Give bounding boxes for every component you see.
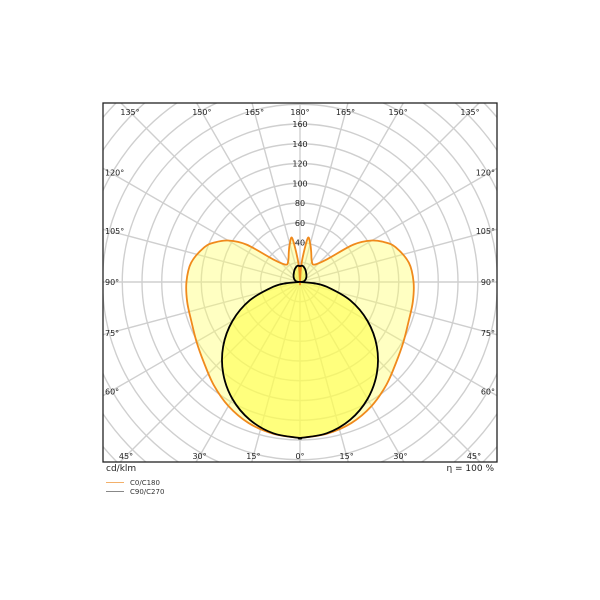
right-angle-label: 120°	[476, 168, 495, 177]
top-angle-label: 165°	[336, 108, 355, 117]
legend-label-c90: C90/C270	[130, 487, 165, 496]
grid-spoke	[103, 167, 301, 283]
grid-spoke	[299, 281, 497, 336]
radial-tick-label: 100	[292, 179, 307, 188]
left-angle-label: 60°	[105, 388, 119, 397]
radial-tick-label: 160	[292, 120, 307, 129]
grid-spoke	[299, 103, 405, 283]
bottom-angle-label: 15°	[340, 452, 354, 461]
radial-tick-label: 140	[292, 140, 307, 149]
radial-tick-label: 60	[295, 219, 305, 228]
bottom-angle-label: 45°	[467, 452, 481, 461]
top-angle-label: 135°	[120, 108, 139, 117]
series-line-c90-c270	[221, 264, 379, 440]
series-fill-c90-c270	[222, 265, 378, 439]
left-angle-label: 90°	[105, 278, 119, 287]
legend-entry-c90: C90/C270	[106, 487, 164, 496]
legend-swatch-c90	[106, 491, 124, 492]
left-angle-label: 120°	[105, 168, 124, 177]
top-angle-label: 150°	[192, 108, 211, 117]
grid-spoke	[299, 103, 480, 283]
grid-spoke	[120, 103, 301, 283]
bottom-angle-label: 45°	[119, 452, 133, 461]
grid-spoke	[299, 228, 497, 283]
unit-label: cd/klm	[106, 464, 137, 474]
top-angle-label: 180°	[290, 108, 309, 117]
top-angle-label: 165°	[245, 108, 264, 117]
legend-entry-c0: C0/C180	[106, 478, 164, 487]
radial-tick-label: 120	[292, 160, 307, 169]
bottom-angle-label: 15°	[246, 452, 260, 461]
chart-frame	[102, 102, 498, 463]
top-angle-label: 135°	[460, 108, 479, 117]
grid-spoke	[251, 103, 301, 283]
grid-spoke	[299, 103, 349, 283]
right-angle-label: 105°	[476, 227, 495, 236]
right-angle-label: 60°	[481, 388, 495, 397]
bottom-angle-label: 30°	[192, 452, 206, 461]
grid-spoke	[299, 167, 497, 283]
right-angle-label: 90°	[481, 278, 495, 287]
grid-spoke	[195, 103, 301, 283]
left-angle-label: 75°	[105, 329, 119, 338]
right-angle-label: 75°	[481, 329, 495, 338]
grid-spoke	[103, 228, 301, 283]
legend: C0/C180 C90/C270	[106, 478, 164, 496]
radial-tick-label: 80	[295, 199, 305, 208]
grid-spoke	[103, 281, 301, 336]
legend-swatch-c0	[106, 482, 124, 483]
efficiency-label: η = 100 %	[446, 464, 494, 474]
bottom-angle-label: 0°	[295, 452, 304, 461]
radial-tick-label: 40	[295, 239, 305, 248]
left-angle-label: 105°	[105, 227, 124, 236]
top-angle-label: 150°	[389, 108, 408, 117]
legend-label-c0: C0/C180	[130, 478, 160, 487]
bottom-angle-label: 30°	[393, 452, 407, 461]
